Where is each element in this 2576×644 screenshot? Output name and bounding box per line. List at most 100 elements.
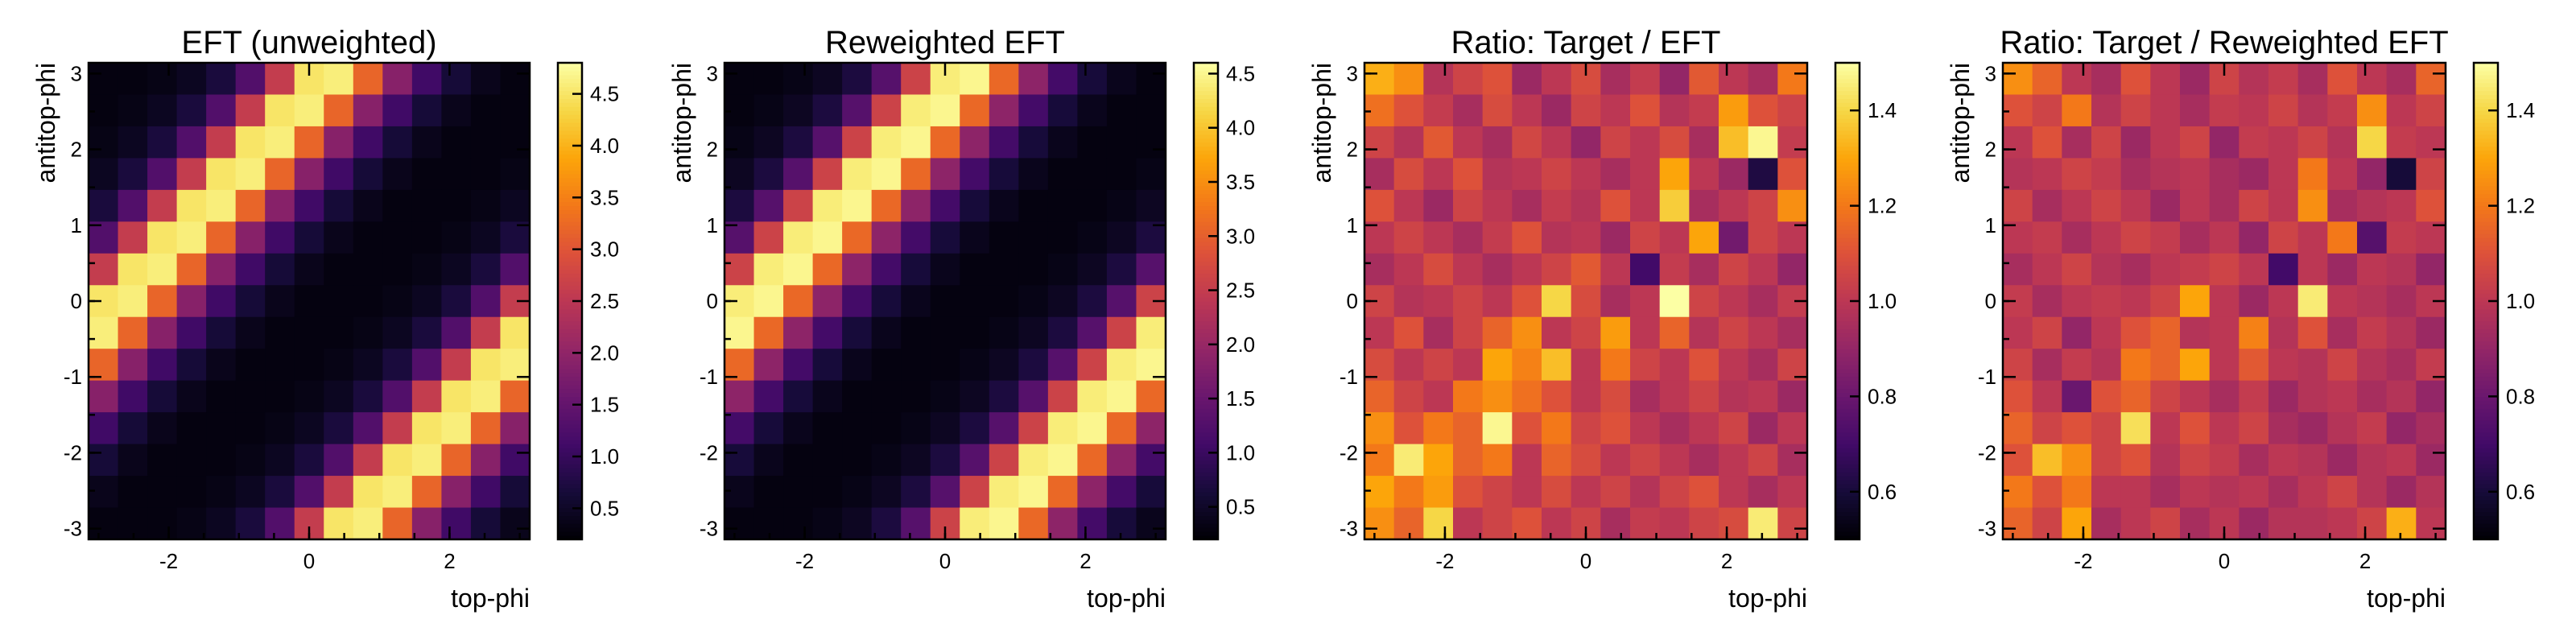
colorbar-segment (558, 420, 582, 425)
colorbar-segment (1194, 94, 1218, 99)
colorbar-segment (1194, 237, 1218, 242)
heatmap-cell (265, 412, 295, 445)
heatmap-cell (147, 189, 178, 222)
heatmap-cell (441, 316, 472, 349)
colorbar-segment (1835, 289, 1860, 294)
heatmap-cell (382, 158, 413, 191)
heatmap-cell (2268, 221, 2299, 254)
heatmap-cell (1136, 94, 1166, 127)
heatmap-cell (960, 285, 990, 318)
heatmap-cell (2180, 285, 2211, 318)
heatmap-cell (1018, 380, 1049, 413)
colorbar-segment (2474, 94, 2498, 99)
heatmap-cell (2268, 476, 2299, 509)
colorbar-segment (2474, 102, 2498, 107)
colorbar-segment (1194, 364, 1218, 369)
colorbar-segment (1835, 170, 1860, 175)
heatmap-cell (753, 253, 784, 286)
heatmap-cell (206, 349, 237, 382)
colorbar-segment (2474, 345, 2498, 349)
heatmap-cell (901, 349, 931, 382)
colorbar-segment (558, 527, 582, 532)
colorbar-segment (1194, 66, 1218, 72)
heatmap-cell (960, 221, 990, 254)
heatmap-cell (2120, 444, 2151, 477)
colorbar-segment (1194, 535, 1218, 540)
heatmap-cell (235, 285, 266, 318)
colorbar-segment (1194, 281, 1218, 286)
heatmap-cell (753, 316, 784, 349)
heatmap-cell (1512, 94, 1542, 127)
heatmap-cell (1106, 189, 1137, 222)
heatmap-cell (2062, 189, 2092, 222)
heatmap-cell (1748, 221, 1778, 254)
heatmap-cell (2209, 412, 2240, 445)
heatmap-cell (2327, 380, 2358, 413)
colorbar-segment (1835, 193, 1860, 199)
heatmap-cell (265, 253, 295, 286)
heatmap-cell (411, 63, 442, 96)
heatmap-cell (2386, 63, 2417, 96)
heatmap-cell (441, 444, 472, 477)
heatmap-cell (1689, 63, 1719, 96)
colorbar-segment (558, 364, 582, 369)
heatmap-cell (1393, 94, 1424, 127)
heatmap-cell (2268, 316, 2299, 349)
heatmap-cell (2239, 412, 2269, 445)
colorbar-segment (558, 416, 582, 421)
heatmap-cell (147, 349, 178, 382)
x-tick-label: 0 (303, 549, 315, 573)
heatmap-cell (812, 63, 843, 96)
heatmap-cell (930, 316, 960, 349)
heatmap-cell (2062, 126, 2092, 159)
heatmap-cell (2416, 507, 2446, 540)
heatmap-cell (1077, 126, 1108, 159)
heatmap-cell (724, 253, 755, 286)
heatmap-cell (1077, 189, 1108, 222)
colorbar-tick-label: 2.0 (590, 341, 619, 365)
heatmap-cell (753, 221, 784, 254)
heatmap-cell (2003, 476, 2033, 509)
colorbar-segment (2474, 74, 2498, 80)
heatmap-cell (1600, 189, 1631, 222)
heatmap-cell (1018, 412, 1049, 445)
colorbar-segment (558, 245, 582, 250)
heatmap-cell (930, 126, 960, 159)
colorbar-segment (558, 114, 582, 119)
colorbar-segment (1835, 74, 1860, 80)
heatmap-cell (470, 158, 502, 191)
heatmap-cell (411, 507, 442, 540)
colorbar: 0.5 1.0 1.5 2.0 2.5 3.0 3.5 4.0 4.5 (556, 61, 619, 541)
heatmap-cell (1364, 158, 1395, 191)
colorbar-segment (1835, 150, 1860, 155)
heatmap-cell (2003, 349, 2033, 382)
heatmap-cell (2239, 221, 2269, 254)
colorbar-segment (2474, 312, 2498, 318)
heatmap-cell (1777, 476, 1808, 509)
colorbar-segment (558, 269, 582, 275)
y-tick-label: -3 (1340, 517, 1358, 541)
heatmap-cell (960, 380, 990, 413)
heatmap-cell (1047, 316, 1078, 349)
colorbar-segment (1835, 468, 1860, 473)
heatmap-cell (1106, 126, 1137, 159)
heatmap-cell (1748, 412, 1778, 445)
y-tick-label: 3 (707, 61, 718, 85)
colorbar-segment (1835, 265, 1860, 270)
heatmap-cell (1482, 349, 1513, 382)
heatmap-cell (2416, 412, 2446, 445)
colorbar-segment (1194, 90, 1218, 96)
colorbar-segment (1835, 114, 1860, 119)
heatmap-cell (2120, 189, 2151, 222)
heatmap-cell (901, 444, 931, 477)
colorbar-segment (2474, 281, 2498, 286)
heatmap-cell (1512, 221, 1542, 254)
heatmap-cell (1136, 476, 1166, 509)
heatmap-cell (2032, 349, 2062, 382)
heatmap-cell (2416, 221, 2446, 254)
heatmap-cell (2297, 94, 2328, 127)
heatmap-cell (930, 412, 960, 445)
colorbar-segment (2474, 353, 2498, 357)
colorbar-segment (1194, 154, 1218, 159)
heatmap-cell (1136, 349, 1166, 382)
